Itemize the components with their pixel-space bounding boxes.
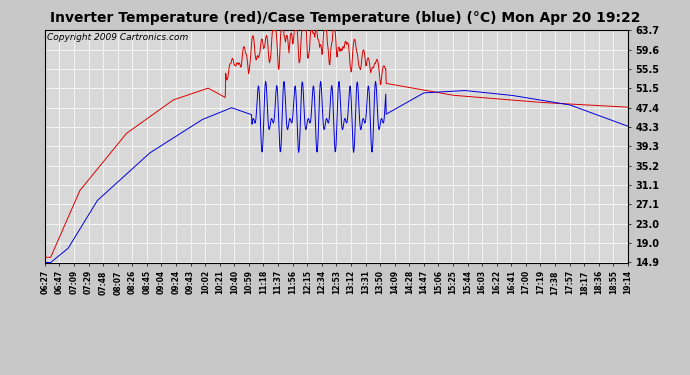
Text: Copyright 2009 Cartronics.com: Copyright 2009 Cartronics.com <box>47 33 188 42</box>
Text: Inverter Temperature (red)/Case Temperature (blue) (°C) Mon Apr 20 19:22: Inverter Temperature (red)/Case Temperat… <box>50 11 640 25</box>
